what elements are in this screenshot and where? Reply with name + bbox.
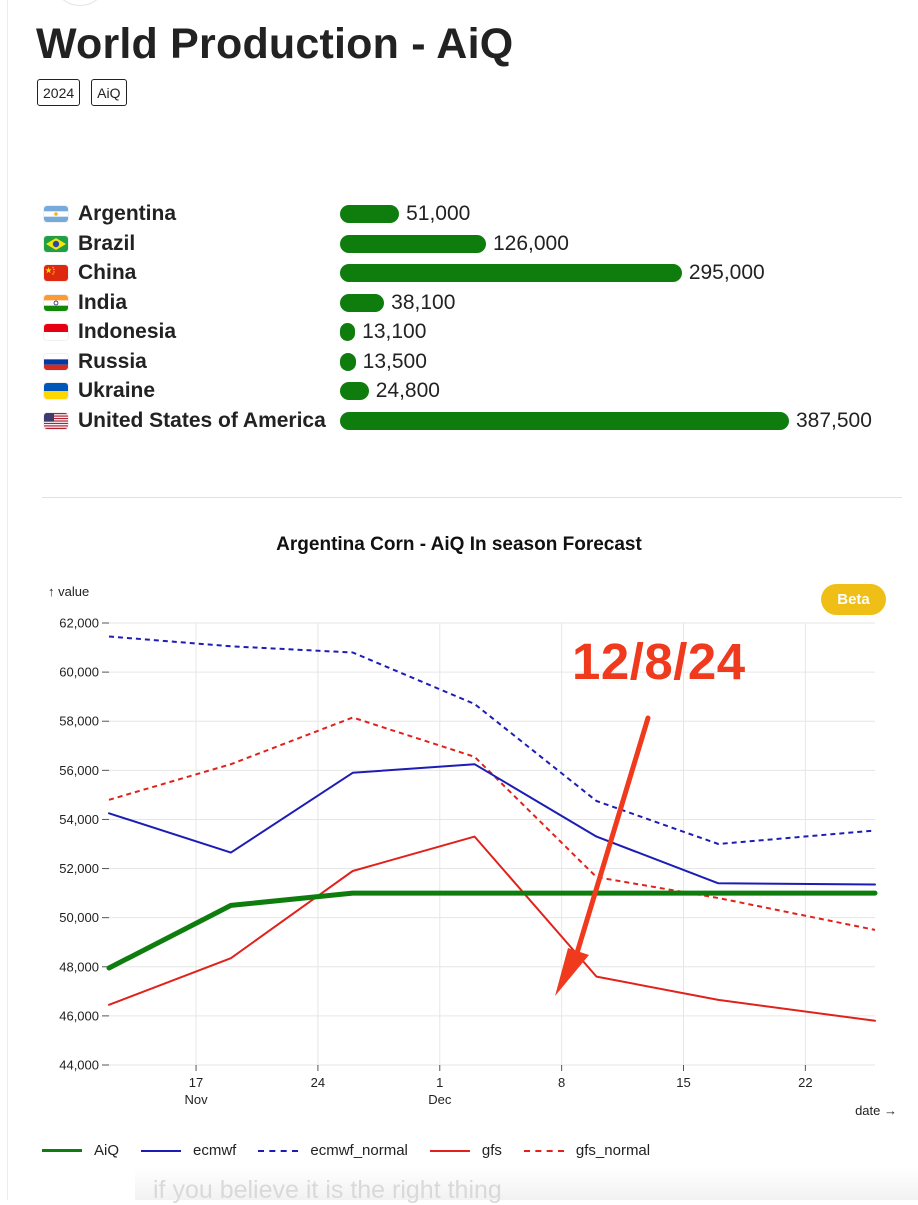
x-tick-label: 1	[436, 1075, 443, 1090]
x-tick-label: 15	[676, 1075, 690, 1090]
production-row: Russia 13,500	[44, 347, 904, 377]
y-tick-label: 46,000	[59, 1008, 99, 1023]
production-value: 295,000	[688, 261, 765, 284]
india-flag-icon	[44, 294, 68, 311]
y-tick-label: 50,000	[59, 910, 99, 925]
tag-source[interactable]: AiQ	[91, 79, 127, 106]
avatar-edge	[55, 0, 105, 6]
production-value: 13,100	[362, 320, 427, 343]
y-tick-label: 54,000	[59, 812, 99, 827]
production-value: 13,500	[362, 349, 427, 373]
legend-item-ecmwf-normal[interactable]: ecmwf_normal	[258, 1142, 408, 1159]
production-row: India 38,100	[44, 288, 904, 318]
series-line-ecmwf-normal	[108, 635, 876, 845]
y-tick-label: 44,000	[59, 1058, 99, 1073]
production-value: 51,000	[406, 202, 471, 225]
brazil-flag-icon	[44, 235, 68, 252]
china-flag-icon	[44, 265, 68, 281]
argentina-flag-icon	[44, 206, 68, 222]
production-list: Argentina 51,000 Brazil 126,000 China 29…	[44, 199, 904, 435]
y-tick-label: 62,000	[59, 616, 99, 631]
country-name: India	[78, 290, 128, 314]
bottom-overlay	[135, 1168, 918, 1200]
page-title: World Production - AiQ	[36, 20, 514, 68]
forecast-chart: ↑ value 44,000 46,000 48,000 50,000 52,000 54,…	[48, 584, 897, 1118]
x-tick-label: 24	[311, 1075, 325, 1090]
country-name: Russia	[78, 349, 147, 373]
ukraine-flag-icon	[44, 383, 68, 399]
x-tick-label: 22	[798, 1075, 812, 1090]
series-line-ecmwf	[108, 763, 876, 886]
y-tick-label: 48,000	[59, 959, 99, 974]
production-bar	[340, 205, 400, 223]
legend-label: AiQ	[94, 1142, 120, 1159]
country-name: Argentina	[78, 202, 177, 225]
russia-flag-icon	[44, 353, 68, 370]
country-name: Indonesia	[78, 320, 177, 343]
production-value: 38,100	[391, 290, 456, 314]
legend-label: ecmwf_normal	[310, 1142, 408, 1159]
production-bar	[340, 264, 682, 282]
production-value: 24,800	[375, 379, 440, 402]
x-tick-month-label: Dec	[428, 1092, 452, 1107]
y-tick-label: 60,000	[59, 665, 99, 680]
chart-title: Argentina Corn - AiQ In season Forecast	[276, 534, 642, 555]
country-name: China	[78, 261, 137, 284]
series-line-gfs	[108, 835, 876, 1022]
production-row: Indonesia 13,100	[44, 317, 904, 347]
series-line-AiQ	[106, 890, 878, 971]
chart-legend: AiQ ecmwf ecmwf_normal gfs gfs_normal	[42, 1142, 672, 1159]
country-name: United States of America	[78, 408, 326, 432]
y-axis-label: ↑ value	[48, 584, 89, 599]
legend-swatch	[141, 1149, 182, 1152]
legend-swatch	[523, 1149, 564, 1152]
production-bar	[340, 293, 385, 312]
legend-label: ecmwf	[193, 1142, 237, 1159]
indonesia-flag-icon	[44, 324, 68, 340]
y-tick-label: 52,000	[59, 861, 99, 876]
country-name: Ukraine	[78, 379, 156, 402]
production-bar	[340, 234, 486, 253]
tag-year[interactable]: 2024	[37, 79, 81, 106]
production-row: Brazil 126,000	[44, 229, 904, 259]
x-tick-label: 8	[558, 1075, 565, 1090]
country-name: Brazil	[78, 231, 136, 255]
production-bar	[340, 352, 356, 371]
x-axis-label: date →	[855, 1103, 897, 1118]
x-tick-label: 17	[189, 1075, 203, 1090]
annotation-arrow-shaft	[574, 715, 651, 956]
section-divider	[42, 497, 902, 498]
legend-swatch	[258, 1149, 299, 1152]
page-left-border	[7, 0, 8, 1200]
legend-item-ecmwf[interactable]: ecmwf	[141, 1142, 236, 1159]
y-tick-label: 58,000	[59, 714, 99, 729]
legend-swatch	[42, 1149, 82, 1152]
beta-badge: Beta	[821, 584, 886, 615]
production-row: United States of America 387,500	[44, 406, 904, 436]
production-row: China 295,000	[44, 258, 904, 288]
usa-flag-icon	[44, 412, 68, 429]
y-tick-label: 56,000	[59, 763, 99, 778]
legend-label: gfs_normal	[575, 1142, 651, 1159]
production-bar	[340, 411, 789, 430]
legend-item-gfs[interactable]: gfs	[429, 1142, 502, 1159]
bottom-caption: if you believe it is the right thing	[153, 1176, 502, 1204]
legend-item-AiQ[interactable]: AiQ	[42, 1142, 119, 1159]
production-value: 126,000	[492, 231, 569, 255]
x-tick-month-label: Nov	[184, 1092, 208, 1107]
annotation-arrow-head	[555, 948, 589, 996]
date-annotation: 12/8/24	[572, 633, 746, 690]
series-line-gfs-normal	[108, 716, 876, 931]
production-row: Argentina 51,000	[44, 199, 904, 229]
tag-list: 2024 AiQ	[37, 79, 127, 106]
production-bar	[340, 382, 369, 400]
legend-label: gfs	[481, 1142, 502, 1159]
legend-item-gfs-normal[interactable]: gfs_normal	[523, 1142, 651, 1159]
legend-swatch	[429, 1149, 470, 1152]
production-bar	[340, 323, 356, 341]
production-row: Ukraine 24,800	[44, 376, 904, 406]
production-value: 387,500	[796, 408, 872, 432]
